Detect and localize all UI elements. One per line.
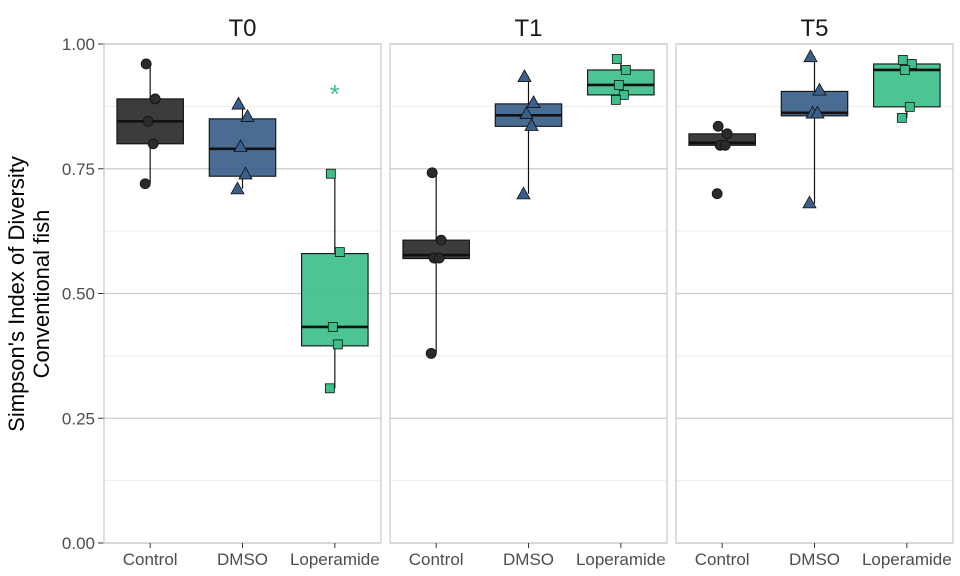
x-tick-label: Control (409, 550, 464, 569)
box-group-loperamide (301, 168, 369, 394)
y-axis-title-line-2: Conventional fish (29, 210, 54, 379)
data-point (620, 65, 631, 75)
box (301, 253, 369, 347)
data-point (712, 120, 724, 132)
x-tick-label: Loperamide (576, 550, 666, 569)
data-point (610, 94, 621, 105)
data-point (149, 93, 161, 105)
box-group-loperamide (873, 55, 941, 123)
box-group-dmso (208, 96, 277, 195)
data-point (899, 65, 910, 75)
box-group-loperamide (587, 54, 655, 105)
data-point (524, 118, 539, 131)
y-tick-label: 0.25 (62, 409, 95, 428)
x-tick-label: Loperamide (862, 550, 952, 569)
facet-title: T5 (800, 15, 828, 42)
data-point (231, 96, 246, 110)
data-point (526, 95, 541, 108)
x-tick-label: Control (123, 550, 178, 569)
data-point (324, 383, 335, 394)
data-point (435, 234, 447, 246)
data-point (906, 59, 917, 69)
data-point (147, 138, 159, 150)
y-tick-label: 0.75 (62, 160, 95, 179)
data-point (613, 80, 624, 90)
data-point (238, 166, 253, 180)
data-point (425, 347, 437, 359)
y-axis: 0.00 0.25 0.50 0.75 1.00 (62, 35, 104, 553)
data-point (812, 82, 827, 96)
facet-title: T1 (514, 15, 542, 42)
data-point (896, 112, 907, 123)
data-point (904, 101, 915, 112)
x-tick-label: DMSO (789, 550, 840, 569)
x-tick-label: DMSO (503, 550, 554, 569)
data-point (433, 252, 445, 264)
data-point (233, 138, 248, 152)
data-point (332, 339, 343, 350)
data-point (802, 195, 817, 209)
data-point (426, 167, 438, 179)
data-point (618, 89, 629, 100)
data-point (517, 69, 532, 83)
facet-panel-t1: T1 Control DMSO Loperamide (389, 15, 668, 569)
data-point (139, 178, 151, 190)
box-group-dmso (780, 49, 849, 209)
data-point (230, 181, 245, 195)
box-group-control (116, 58, 184, 190)
y-axis-title: Simpson's Index of Diversity Conventiona… (4, 156, 54, 432)
data-point (711, 188, 723, 200)
data-point (142, 115, 154, 127)
data-point (810, 105, 825, 119)
y-tick-label: 0.50 (62, 285, 95, 304)
significance-annotation: * (330, 79, 340, 109)
box-group-dmso (494, 69, 563, 200)
x-tick-label: Loperamide (290, 550, 380, 569)
data-point (327, 322, 338, 332)
facet-panel-t0: T0 Control DMSO Loperamide * (103, 15, 382, 569)
data-point (519, 106, 534, 119)
y-tick-label: 0.00 (62, 534, 95, 553)
facet-panel-t5: T5 Control DMSO Loperamide (675, 15, 954, 569)
data-point (719, 139, 731, 151)
y-tick-label: 1.00 (62, 35, 95, 54)
data-point (516, 186, 531, 200)
data-point (140, 58, 152, 70)
facet-panels: T0 Control DMSO Loperamide * T1 Control DMSO Lop… (103, 15, 954, 569)
data-point (897, 55, 908, 65)
data-point (721, 128, 733, 140)
x-tick-label: Control (695, 550, 750, 569)
box-group-control (402, 167, 470, 359)
facet-title: T0 (228, 15, 256, 42)
box-group-control (688, 120, 756, 200)
data-point (611, 54, 622, 64)
data-point (325, 168, 336, 179)
x-tick-label: DMSO (217, 550, 268, 569)
data-point (240, 109, 255, 122)
data-point (803, 49, 818, 63)
data-point (334, 247, 345, 257)
y-axis-title-line-1: Simpson's Index of Diversity (4, 156, 29, 432)
